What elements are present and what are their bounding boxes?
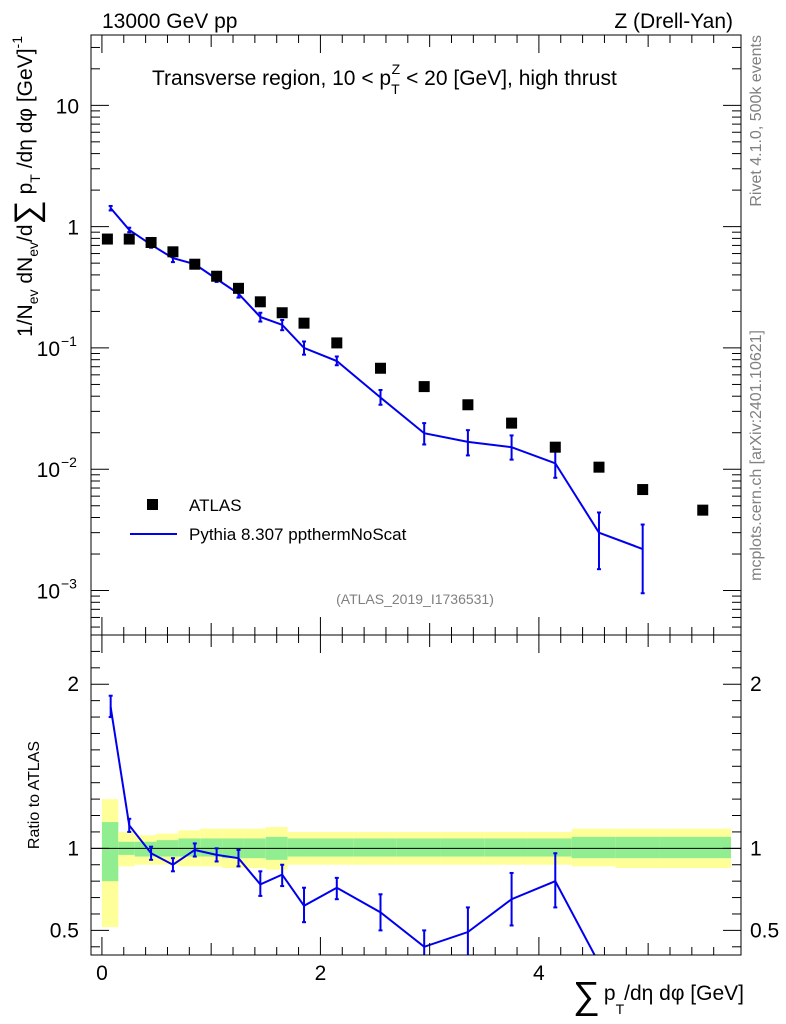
- legend-atlas-label: ATLAS: [189, 496, 242, 515]
- atlas-point: [167, 246, 179, 258]
- atlas-point: [189, 258, 201, 270]
- legend-atlas-marker: [147, 499, 158, 510]
- ratio-y-tick-label: 0.5: [50, 919, 79, 942]
- ratio-y-tick-label: 1: [67, 837, 79, 860]
- atlas-point: [506, 417, 518, 429]
- ratio-uncertainty-bands: [101, 799, 731, 928]
- x-tick-labels: 0 2 4: [96, 962, 545, 985]
- atlas-point: [123, 233, 135, 245]
- header-right-label: Z (Drell-Yan): [614, 10, 733, 33]
- x-tick-label: 2: [315, 962, 327, 985]
- band-green: [571, 836, 616, 859]
- atlas-point: [101, 233, 113, 245]
- x-tick-label: 4: [533, 962, 545, 985]
- atlas-point: [637, 484, 649, 496]
- ratio-y-tick-label-right: 1: [750, 837, 762, 860]
- atlas-point: [298, 317, 310, 329]
- y-tick-label: 10: [56, 95, 79, 118]
- ratio-mc-series: [108, 694, 596, 955]
- rivet-info-label: Rivet 4.1.0, 500k events: [748, 35, 765, 207]
- atlas-point: [462, 399, 474, 411]
- atlas-point: [254, 296, 266, 308]
- y-tick-label: 10: [37, 459, 60, 482]
- band-green: [287, 838, 310, 857]
- legend: ATLAS Pythia 8.307 ppthermNoScat: [130, 496, 407, 544]
- atlas-point: [145, 236, 157, 248]
- band-green: [527, 838, 572, 857]
- y-tick-label-exponent: −1: [61, 333, 77, 349]
- atlas-point: [211, 270, 223, 282]
- mcplots-label: mcplots.cern.ch [arXiv:2401.10621]: [748, 330, 765, 581]
- band-green: [659, 836, 731, 859]
- atlas-point: [593, 461, 605, 473]
- analysis-watermark: (ATLAS_2019_I1736531): [336, 591, 494, 607]
- ratio-panel: 0.5 0.5 1 1 2 2 0 2 4 Ratio to ATLAS ∑ pT/dη dφ …: [26, 634, 779, 1017]
- main-title: Transverse region, 10 < pTZ < 20 [GeV], …: [152, 61, 617, 97]
- atlas-point: [232, 282, 244, 294]
- ratio-y-axis-label: Ratio to ATLAS: [26, 741, 43, 849]
- main-axis-ticks: [91, 35, 741, 635]
- y-tick-label-exponent: −2: [61, 454, 77, 470]
- x-tick-label: 0: [96, 962, 108, 985]
- band-green: [353, 838, 397, 857]
- ratio-axis-ticks: [91, 634, 741, 955]
- atlas-point: [374, 362, 386, 374]
- band-green: [484, 838, 528, 857]
- atlas-point: [331, 337, 343, 349]
- y-tick-label-exponent: −3: [61, 576, 77, 592]
- y-tick-label: 1: [67, 217, 79, 240]
- main-atlas-series: [101, 233, 709, 516]
- atlas-point: [418, 381, 430, 393]
- y-tick-label: 10: [37, 581, 60, 604]
- atlas-point: [549, 441, 561, 453]
- header-left-label: 13000 GeV pp: [102, 10, 237, 33]
- y-tick-label: 10: [37, 338, 60, 361]
- atlas-point: [276, 307, 288, 319]
- atlas-point: [697, 504, 709, 516]
- legend-mc-label: Pythia 8.307 ppthermNoScat: [189, 525, 407, 544]
- band-green: [396, 838, 441, 857]
- ratio-y-tick-labels: 0.5 0.5 1 1 2 2: [50, 673, 779, 942]
- band-green: [101, 822, 119, 882]
- band-green: [615, 836, 660, 859]
- x-axis-label: ∑ pT/dη dφ [GeV]: [573, 975, 744, 1017]
- ratio-y-tick-label-right: 0.5: [750, 919, 779, 942]
- ratio-y-tick-label: 2: [67, 673, 79, 696]
- ratio-y-tick-label-right: 2: [750, 673, 762, 696]
- main-y-axis-label: 1/Nev dNev/d∑ pT /dη dφ [GeV]-1: [8, 36, 46, 337]
- band-green: [440, 838, 485, 857]
- ratio-plot-frame: [90, 634, 742, 956]
- band-green: [309, 838, 354, 857]
